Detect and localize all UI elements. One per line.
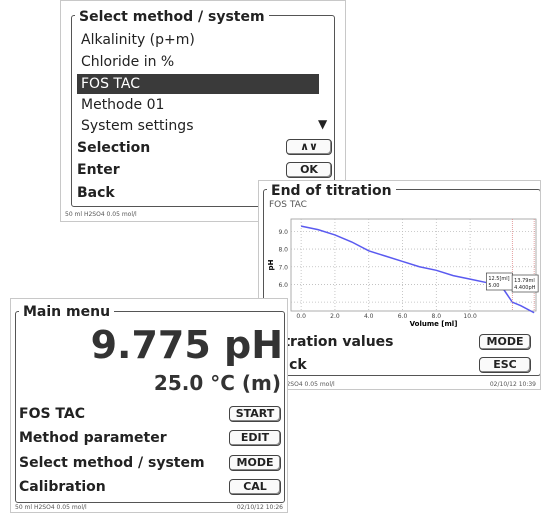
button[interactable]: OK bbox=[286, 162, 332, 178]
screen-title: Main menu bbox=[19, 304, 114, 320]
footer-date: 02/10/12 10:39 bbox=[490, 381, 536, 388]
action-label: Enter bbox=[77, 161, 120, 179]
button[interactable]: MODE bbox=[479, 334, 531, 350]
action-label: Selection bbox=[77, 139, 150, 157]
chart: 5.06.07.08.09.00.02.04.06.08.010.0pHVolu… bbox=[259, 211, 541, 335]
y-axis-label: pH bbox=[267, 259, 275, 270]
button[interactable]: CAL bbox=[229, 479, 281, 495]
x-tick-label: 6.0 bbox=[398, 313, 408, 320]
button[interactable]: START bbox=[229, 406, 281, 422]
screen-title: End of titration bbox=[267, 183, 396, 199]
x-tick-label: 8.0 bbox=[432, 313, 442, 320]
action-label: Select method / system bbox=[19, 454, 205, 472]
temperature: 25.0 °C (m) bbox=[154, 371, 281, 395]
menu-item[interactable]: System settings bbox=[77, 116, 319, 136]
y-tick-label: 9.0 bbox=[278, 229, 288, 236]
x-tick-label: 2.0 bbox=[330, 313, 340, 320]
ph-reading: 9.775 pH bbox=[91, 323, 283, 367]
scroll-arrow: ▼ bbox=[318, 117, 327, 131]
button[interactable]: EDIT bbox=[229, 430, 281, 446]
screen-main-menu: Main menu 9.775 pH 25.0 °C (m) FOS TAC S… bbox=[10, 298, 288, 513]
menu-item[interactable]: Chloride in % bbox=[77, 52, 319, 72]
action-label: FOS TAC bbox=[19, 405, 85, 423]
menu-item[interactable]: Alkalinity (p+m) bbox=[77, 30, 319, 50]
tooltip-text: 4.400pH bbox=[514, 285, 535, 291]
button[interactable]: MODE bbox=[229, 455, 281, 471]
x-tick-label: 0.0 bbox=[296, 313, 306, 320]
x-axis-label: Volume [ml] bbox=[410, 320, 458, 328]
chart-title: FOS TAC bbox=[269, 200, 307, 210]
footer-date: 02/10/12 10:26 bbox=[237, 504, 283, 511]
x-tick-label: 4.0 bbox=[364, 313, 374, 320]
footer-text: 50 ml H2SO4 0.05 mol/l bbox=[65, 211, 137, 218]
y-tick-label: 8.0 bbox=[278, 247, 288, 254]
button[interactable]: ESC bbox=[479, 357, 531, 373]
screen-title: Select method / system bbox=[75, 9, 269, 25]
tooltip-text: 12.5[ml] bbox=[488, 276, 509, 282]
screen-end-of-titration: End of titration FOS TAC 5.06.07.08.09.0… bbox=[258, 180, 541, 390]
action-label: Method parameter bbox=[19, 429, 167, 447]
y-tick-label: 7.0 bbox=[278, 264, 288, 271]
y-tick-label: 6.0 bbox=[278, 282, 288, 289]
tooltip-text: 5.00 bbox=[488, 283, 499, 289]
tooltip-text: 13.79ml bbox=[514, 278, 535, 284]
menu-item[interactable]: FOS TAC bbox=[77, 74, 319, 94]
button[interactable]: ∧∨ bbox=[286, 139, 332, 155]
action-label: Calibration bbox=[19, 478, 106, 496]
page: Select method / system Alkalinity (p+m) … bbox=[0, 0, 541, 513]
x-tick-label: 10.0 bbox=[463, 313, 477, 320]
menu-item[interactable]: Methode 01 bbox=[77, 95, 319, 115]
footer-text: 50 ml H2SO4 0.05 mol/l bbox=[15, 504, 87, 511]
action-label: Back bbox=[77, 184, 115, 202]
